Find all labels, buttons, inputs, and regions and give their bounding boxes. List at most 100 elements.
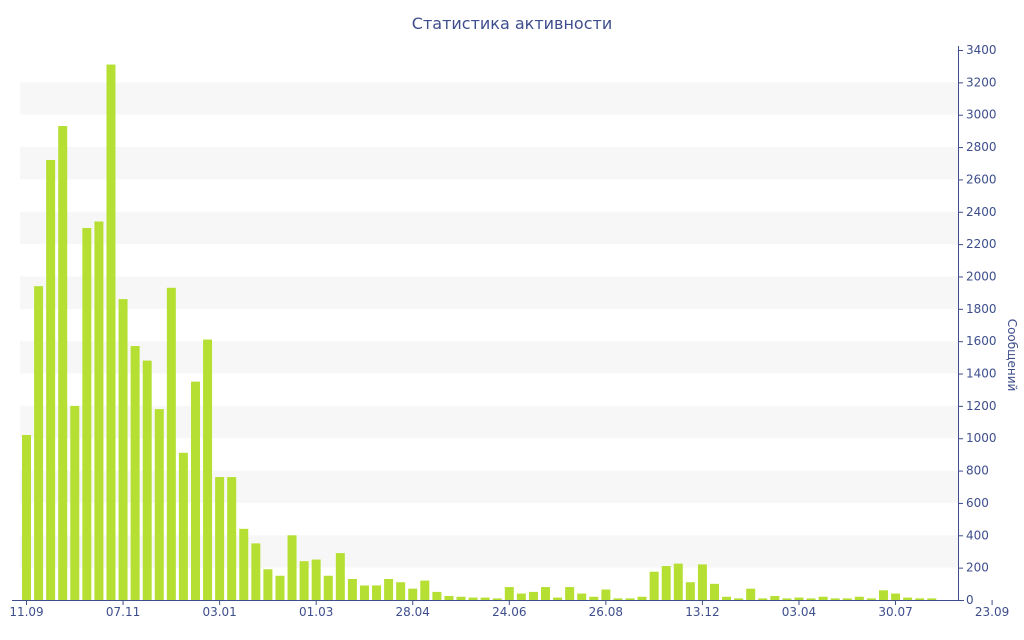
y-tick-label: 0 (966, 593, 974, 607)
bar (637, 596, 647, 600)
bar (673, 563, 683, 600)
bar (70, 405, 80, 600)
grid-band (20, 276, 958, 309)
bar (553, 597, 563, 600)
bar (335, 553, 345, 600)
grid-band (20, 147, 958, 180)
y-tick-label: 3400 (966, 43, 997, 57)
bar (118, 299, 128, 600)
x-tick-label: 03.04 (782, 605, 816, 619)
bar (866, 598, 876, 600)
grid-band (20, 470, 958, 503)
bar (323, 575, 333, 600)
bar (359, 585, 369, 600)
bar (275, 575, 285, 600)
bar (782, 598, 792, 600)
bar (178, 452, 188, 600)
grid-band (20, 535, 958, 568)
bar (770, 595, 780, 600)
bar (420, 580, 430, 600)
bar (239, 528, 249, 600)
bar (311, 559, 321, 600)
x-tick-label: 30.07 (878, 605, 912, 619)
bar (263, 569, 273, 600)
x-tick-label: 28.04 (396, 605, 430, 619)
y-tick-label: 800 (966, 464, 989, 478)
grid-band (20, 211, 958, 245)
y-tick-label: 200 (966, 561, 989, 575)
y-tick-label: 2400 (966, 205, 997, 219)
y-tick-label: 400 (966, 528, 989, 542)
bar (468, 597, 478, 600)
bar (154, 409, 164, 600)
bar (432, 591, 442, 600)
y-tick-label: 2800 (966, 140, 997, 154)
bar (685, 582, 695, 600)
bar (480, 597, 490, 600)
bar (516, 593, 526, 600)
y-tick-label: 2600 (966, 172, 997, 186)
grid-band (20, 82, 958, 115)
bar (577, 593, 587, 600)
bar (818, 596, 828, 600)
grid-bands (20, 82, 958, 568)
bar (709, 583, 719, 600)
bar (565, 587, 575, 600)
x-axis-ticks: 11.09 07.11 03.01 01.03 28.04 24.06 26.08 13.12… (9, 600, 1009, 619)
bar (82, 227, 92, 600)
y-axis-ticks: 0 200 400 600 800 1000 1200 1400 1600 1800 2000 220… (958, 43, 997, 607)
bar (287, 535, 297, 600)
bar (94, 221, 104, 600)
bar (734, 598, 744, 600)
bar (842, 598, 852, 600)
bar (625, 598, 635, 600)
bar (891, 593, 901, 600)
y-tick-label: 3200 (966, 75, 997, 89)
y-tick-label: 1800 (966, 302, 997, 316)
bar (215, 477, 225, 600)
bar (142, 360, 152, 600)
y-tick-label: 1200 (966, 399, 997, 413)
x-tick-label: 07.11 (106, 605, 140, 619)
bar (372, 585, 382, 600)
bar (854, 596, 864, 600)
bar (601, 589, 611, 600)
y-tick-label: 1000 (966, 431, 997, 445)
grid-band (20, 341, 958, 374)
axes (12, 46, 964, 601)
x-tick-label: 01.03 (299, 605, 333, 619)
bar (34, 286, 44, 600)
bar (130, 346, 140, 600)
bar (649, 571, 659, 600)
bar (251, 543, 261, 600)
bar (758, 598, 768, 600)
bar (106, 64, 116, 600)
bar (456, 596, 466, 600)
bar (806, 598, 816, 600)
y-tick-label: 2200 (966, 237, 997, 251)
x-tick-label: 23.09 (975, 605, 1009, 619)
bar (58, 126, 68, 600)
bar (203, 339, 213, 600)
bar (915, 598, 925, 600)
bar (22, 435, 31, 600)
bar (746, 588, 756, 600)
x-tick-label: 13.12 (685, 605, 719, 619)
bar (722, 596, 732, 600)
bar (927, 598, 937, 600)
bar (492, 598, 502, 600)
bar (347, 578, 357, 600)
bar (528, 591, 538, 600)
bar-series (22, 64, 937, 600)
y-tick-label: 2000 (966, 269, 997, 283)
bar (903, 597, 913, 600)
bar (166, 287, 176, 600)
bar (613, 598, 623, 600)
bar (794, 597, 804, 600)
y-tick-label: 600 (966, 496, 989, 510)
bar (190, 381, 200, 600)
y-tick-label: 1400 (966, 367, 997, 381)
bar (384, 578, 394, 600)
